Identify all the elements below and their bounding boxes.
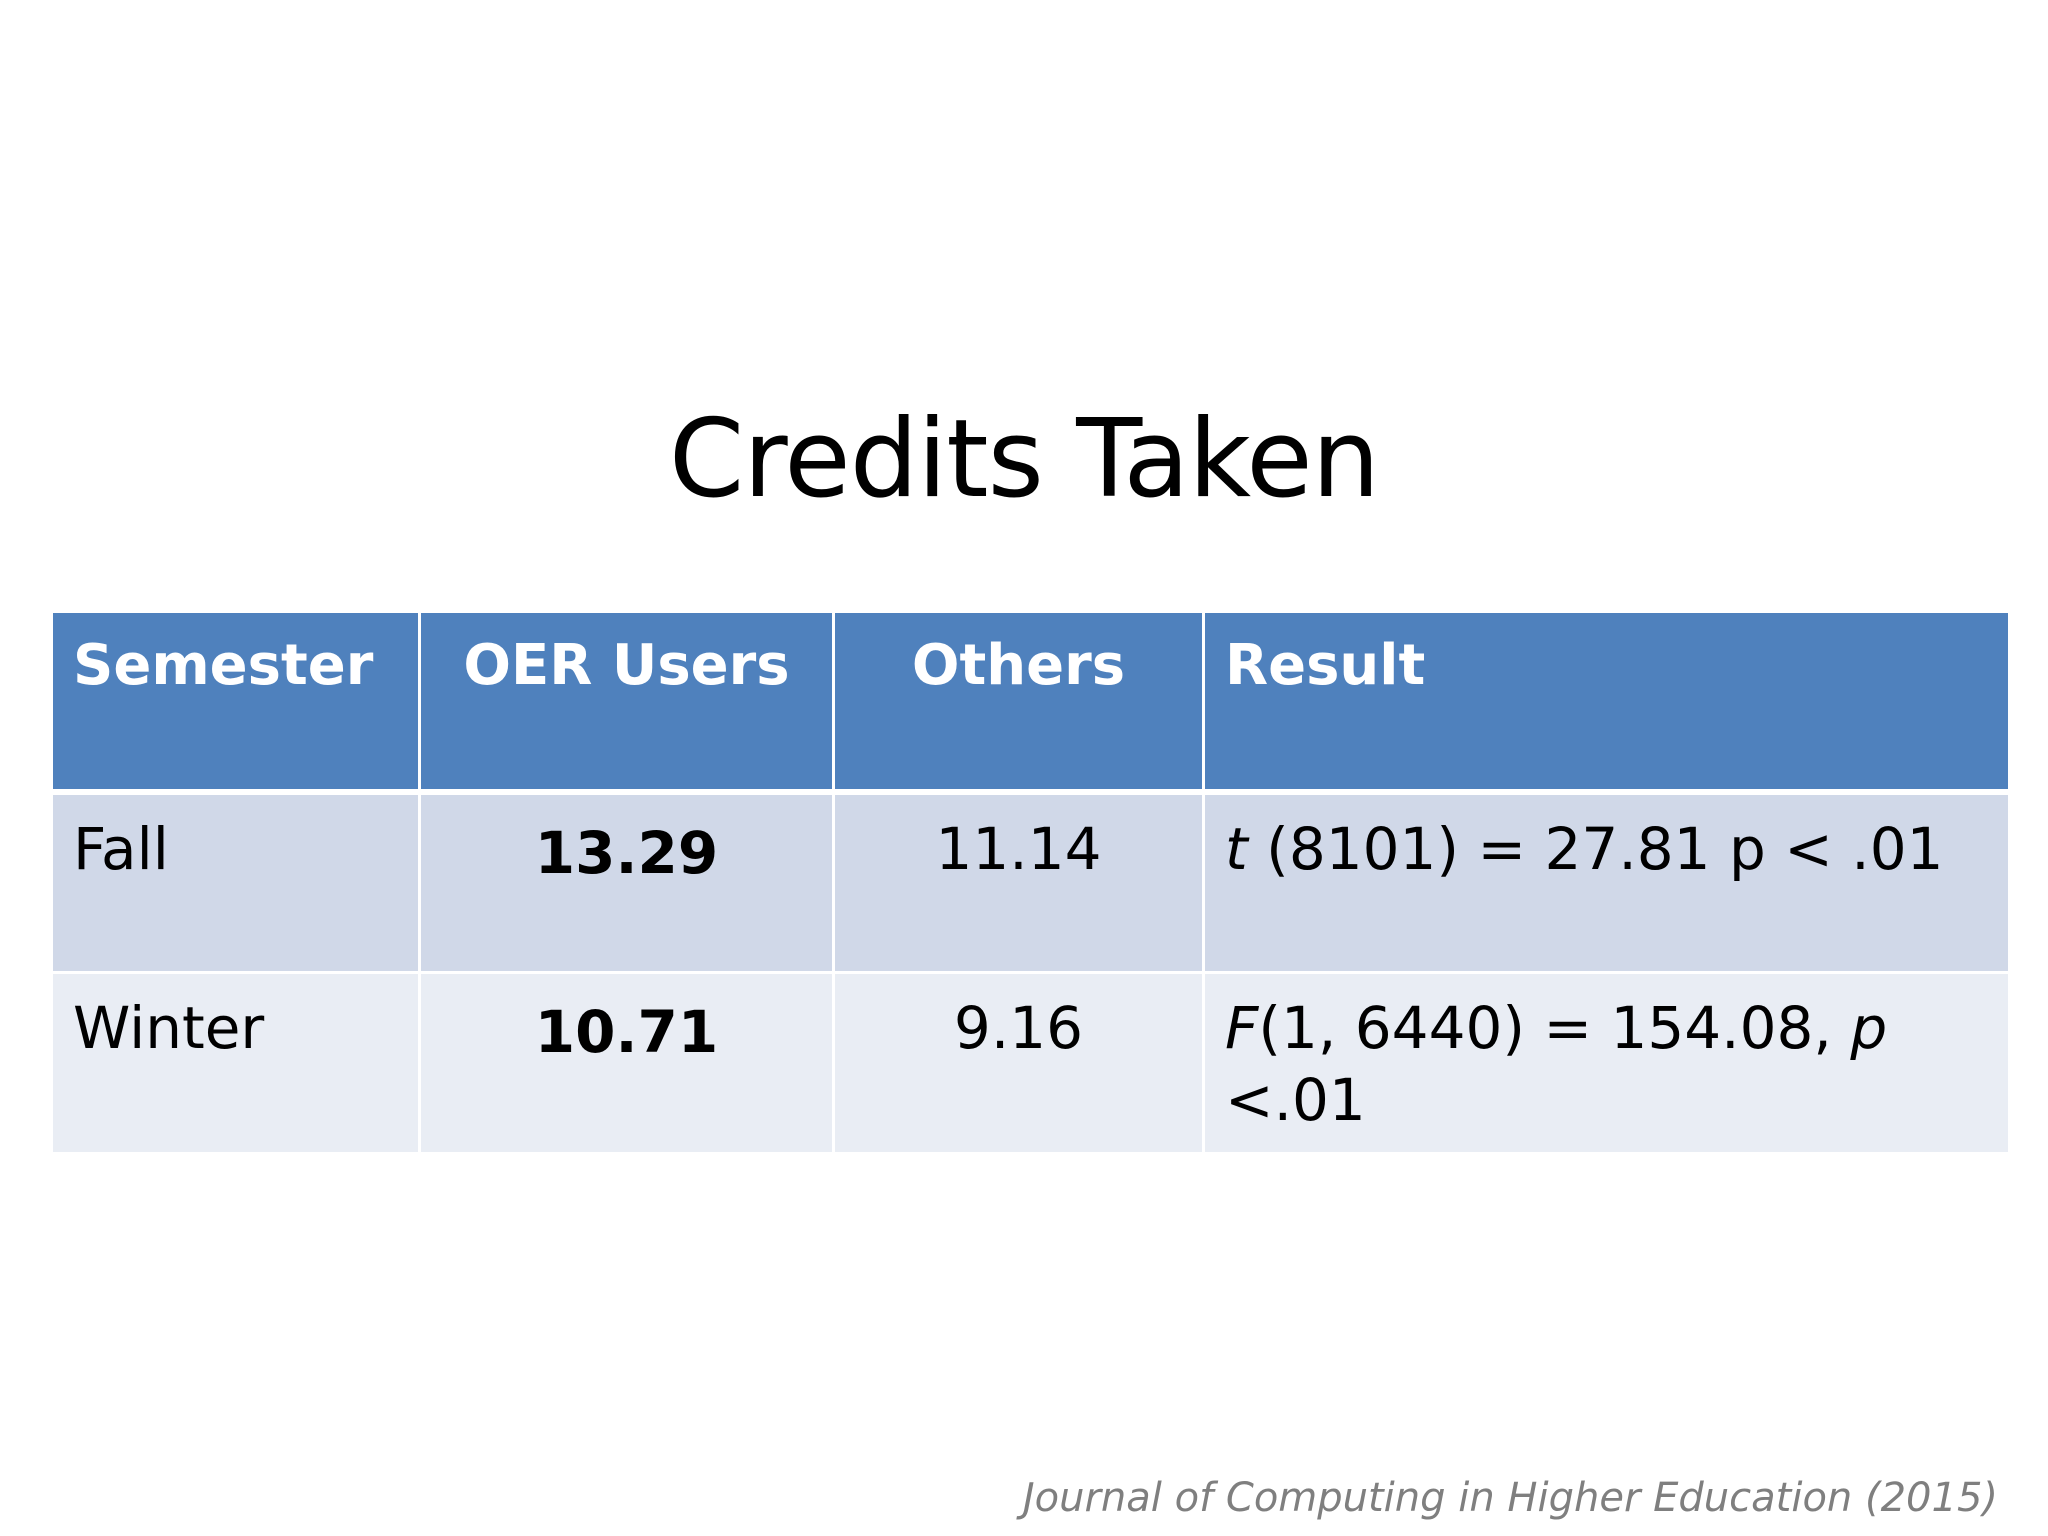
cell-semester: Winter: [50, 971, 421, 1155]
result-stat-symbol: t: [1225, 814, 1248, 883]
cell-others: 9.16: [832, 971, 1205, 1155]
results-table: Semester OER Users Others Result Fall 13…: [50, 610, 2011, 1155]
result-text: (1, 6440) = 154.08,: [1258, 994, 1851, 1062]
cell-result: F(1, 6440) = 154.08, p <.01: [1202, 971, 2011, 1155]
cell-result: t (8101) = 27.81 p < .01: [1202, 790, 2011, 974]
cell-oer-users: 13.29: [418, 790, 835, 974]
header-others: Others: [832, 610, 1205, 795]
header-oer-users: OER Users: [418, 610, 835, 795]
cell-oer-users: 10.71: [418, 971, 835, 1155]
citation: Journal of Computing in Higher Education…: [1022, 1475, 1998, 1521]
result-stat-symbol: F: [1225, 994, 1259, 1062]
result-p-symbol: p: [1850, 994, 1888, 1062]
slide-title: Credits Taken: [668, 397, 1380, 522]
cell-others: 11.14: [832, 790, 1205, 974]
result-text-end: <.01: [1225, 1066, 1366, 1134]
cell-semester: Fall: [50, 790, 421, 974]
table-header-row: Semester OER Users Others Result: [50, 610, 2011, 795]
header-semester: Semester: [50, 610, 421, 795]
table-row: Fall 13.29 11.14 t (8101) = 27.81 p < .0…: [50, 790, 2011, 974]
header-result: Result: [1202, 610, 2011, 795]
table-row: Winter 10.71 9.16 F(1, 6440) = 154.08, p…: [50, 971, 2011, 1155]
result-text: (8101) = 27.81 p < .01: [1247, 814, 1944, 883]
